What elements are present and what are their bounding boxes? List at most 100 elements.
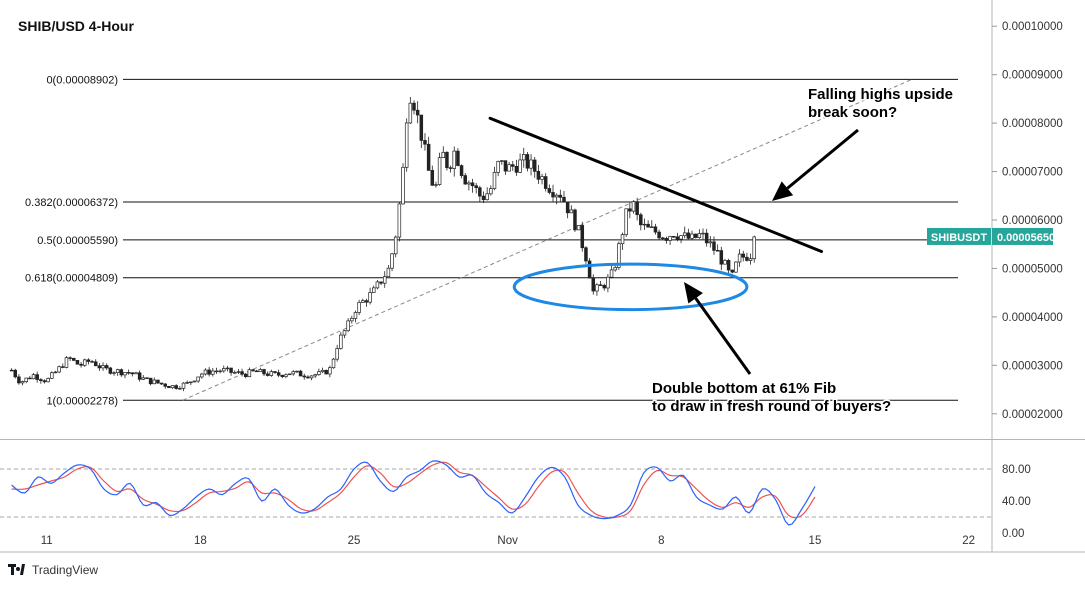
candle-body [679,235,683,240]
candle-body [203,369,208,375]
candle-body [580,225,585,249]
time-tick-label: 25 [348,535,361,547]
candle-body [50,372,54,379]
candle-body [269,371,274,376]
time-tick-label: 22 [962,535,975,547]
candle-body [456,150,460,166]
oscillator-tick-label: 40.00 [1002,496,1031,508]
candle-body [503,160,508,172]
candle-body [609,269,614,278]
stochastic-oscillator: 80.00 40.00 0.00 [0,460,1031,540]
candle-body [393,236,398,255]
candle-body [9,369,14,372]
arrow-shaft [694,297,752,375]
candle-body [320,369,325,373]
candle-body [42,380,47,383]
candle-body [404,122,409,168]
candle-body [364,300,369,303]
price-tick-label: 0.00006000 [1002,215,1063,227]
candle-body [317,371,321,375]
candle-body [115,369,120,373]
candle-body [617,243,621,268]
candle-body [178,387,182,390]
candle-body [17,376,21,384]
candle-body [75,360,80,365]
price-tick-label: 0.00004000 [1002,312,1063,324]
candle-body [730,269,735,273]
candle-body [134,372,138,375]
tradingview-logo[interactable]: TradingView [8,563,98,577]
candle-body [331,358,336,369]
candle-body [93,361,98,367]
price-tick-label: 0.00005000 [1002,263,1063,275]
candle-body [328,367,332,375]
candle-body [467,182,471,185]
candle-body [31,374,36,380]
symbol-tag-label: SHIBUSDT [931,232,988,244]
last-price-label: 0.00005650 [997,232,1055,244]
candle-body [386,267,391,277]
candle-body [123,372,127,376]
candle-body [13,369,17,378]
candle-body [701,232,705,235]
candle-body [251,369,255,372]
candle-body [745,256,749,261]
candle-body [576,225,581,231]
candle-body [148,377,153,385]
price-tick-label: 0.00003000 [1002,360,1063,372]
candle-body [229,367,233,373]
candle-body [390,253,394,269]
chart-title: SHIB/USD 4-Hour [18,18,134,34]
candle-body [598,284,603,286]
arrow-head [772,181,794,201]
candle-body [137,372,142,380]
candle-body [532,159,537,172]
candle-body [664,238,669,241]
candle-body [372,287,376,293]
candle-body [437,157,442,185]
candle-body [189,381,193,384]
candle-body [485,193,489,201]
candle-body [426,143,431,171]
candle-body [346,320,350,332]
candle-body [401,166,405,205]
candle-body [211,370,215,375]
candle-body [240,371,244,375]
candle-body [167,385,171,389]
candle-body [715,250,720,252]
candle-body [708,241,713,244]
tradingview-brand: TradingView [32,563,99,577]
candle-body [558,194,563,198]
annotation-text: Double bottom at 61% Fib [652,380,836,397]
candle-body [500,160,504,162]
candle-body [551,192,555,198]
candle-body [653,226,658,233]
candle-body [101,365,105,369]
candle-body [265,373,270,376]
candle-body [712,241,716,251]
candle-body [375,281,380,289]
candle-body [24,377,28,382]
candle-body [642,223,647,226]
candle-body [690,233,694,239]
candle-body [254,370,259,373]
candle-body [423,140,427,145]
falling-highs-trendline [488,116,824,253]
price-tick-label: 0.00009000 [1002,70,1063,82]
candle-body [620,234,625,245]
candle-body [587,260,592,279]
candle-body [591,277,596,292]
candle-body [507,164,511,172]
candle-body [126,372,131,374]
candle-body [628,208,632,212]
arrow-to-double-bottom [684,282,752,375]
candle-body [119,369,124,376]
candle-body [64,357,69,368]
candles [9,96,756,392]
symbol-tag: SHIBUSDT [927,227,991,245]
candle-body [448,167,453,169]
candle-body [97,365,102,369]
candle-body [441,151,446,159]
